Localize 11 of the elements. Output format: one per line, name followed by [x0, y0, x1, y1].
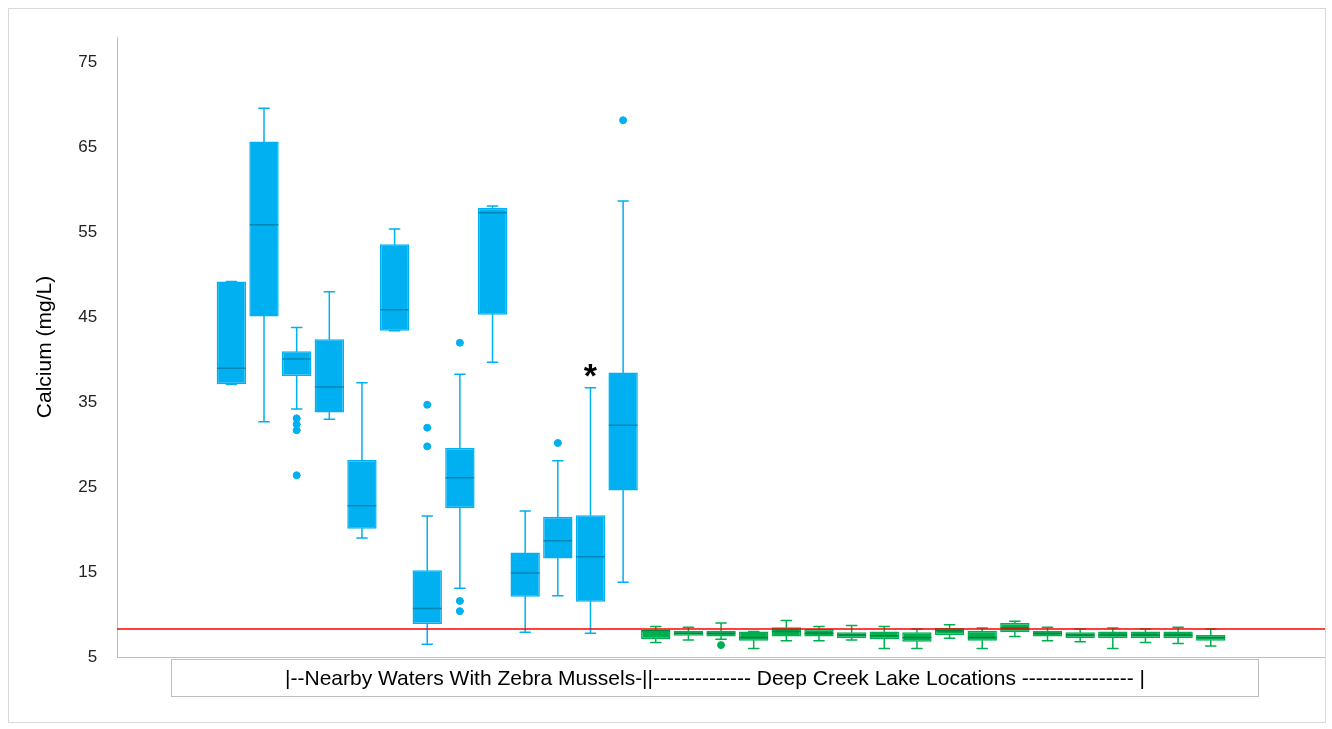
y-tick-label: 15 — [78, 561, 98, 581]
y-tick-label: 75 — [78, 52, 98, 72]
y-tick-label: 45 — [78, 306, 98, 326]
y-tick-label: 5 — [87, 646, 98, 666]
text: |--Nearby Waters With Zebra Mussels-||-------------- Deep Creek Lake Locations ---------------- | — [171, 659, 1259, 697]
y-tick-label: 55 — [78, 222, 98, 242]
annotation: * — [583, 356, 598, 395]
y-tick-label: 35 — [78, 391, 98, 411]
y-tick-label: 25 — [78, 476, 98, 496]
y-tick-label: 65 — [78, 137, 98, 157]
y-axis-title: Calcium (mg/L) — [32, 275, 56, 419]
